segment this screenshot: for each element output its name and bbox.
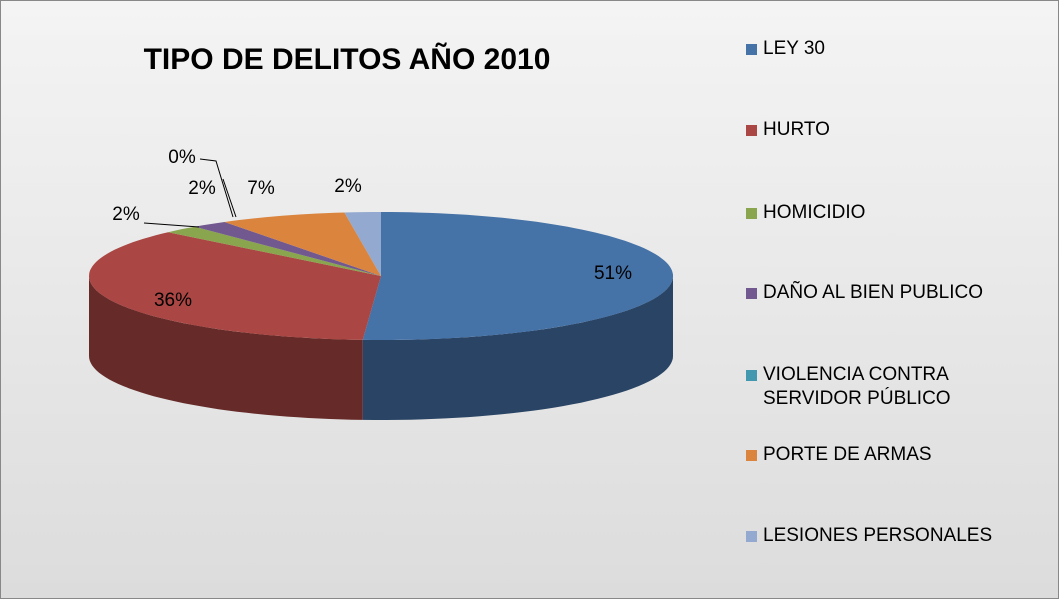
legend-swatch: [746, 288, 757, 299]
legend-item: VIOLENCIA CONTRA SERVIDOR PÚBLICO: [746, 363, 1036, 411]
legend-swatch: [746, 370, 757, 381]
slice-side: [89, 276, 363, 420]
data-label: 51%: [594, 263, 632, 284]
leader-line: [199, 158, 234, 218]
legend-label: VIOLENCIA CONTRA SERVIDOR PÚBLICO: [763, 364, 951, 409]
data-label: 36%: [154, 290, 192, 311]
slice: [89, 232, 381, 340]
slice: [344, 212, 381, 276]
data-label: 7%: [247, 178, 275, 199]
legend-item: HURTO: [746, 118, 1036, 142]
legend-item: DAÑO AL BIEN PUBLICO: [746, 281, 1036, 305]
legend-label: LESIONES PERSONALES: [763, 525, 993, 546]
data-label: 2%: [334, 176, 362, 197]
legend-item: HOMICIDIO: [746, 201, 1036, 225]
legend-swatch: [746, 531, 757, 542]
data-label: 0%: [168, 147, 196, 168]
slice: [194, 222, 381, 276]
legend-label: HURTO: [763, 119, 830, 140]
chart-title: TIPO DE DELITOS AÑO 2010: [144, 42, 551, 76]
legend-swatch: [746, 44, 757, 55]
legend-swatch: [746, 208, 757, 219]
legend-swatch: [746, 450, 757, 461]
data-label: 2%: [188, 178, 216, 199]
slice: [168, 226, 381, 276]
legend-swatch: [746, 125, 757, 136]
legend-label: HOMICIDIO: [763, 202, 866, 223]
legend-label: PORTE DE ARMAS: [763, 444, 932, 465]
slice: [224, 212, 381, 276]
legend-label: LEY 30: [763, 38, 825, 59]
leader-line: [143, 222, 200, 228]
legend-item: LESIONES PERSONALES: [746, 524, 1036, 548]
leader-line: [222, 178, 237, 218]
slice: [362, 212, 673, 340]
legend-item: PORTE DE ARMAS: [746, 443, 1036, 467]
slice-side: [362, 276, 673, 420]
data-label: 2%: [112, 204, 140, 225]
legend-label: DAÑO AL BIEN PUBLICO: [763, 282, 983, 303]
legend-item: LEY 30: [746, 37, 1036, 61]
